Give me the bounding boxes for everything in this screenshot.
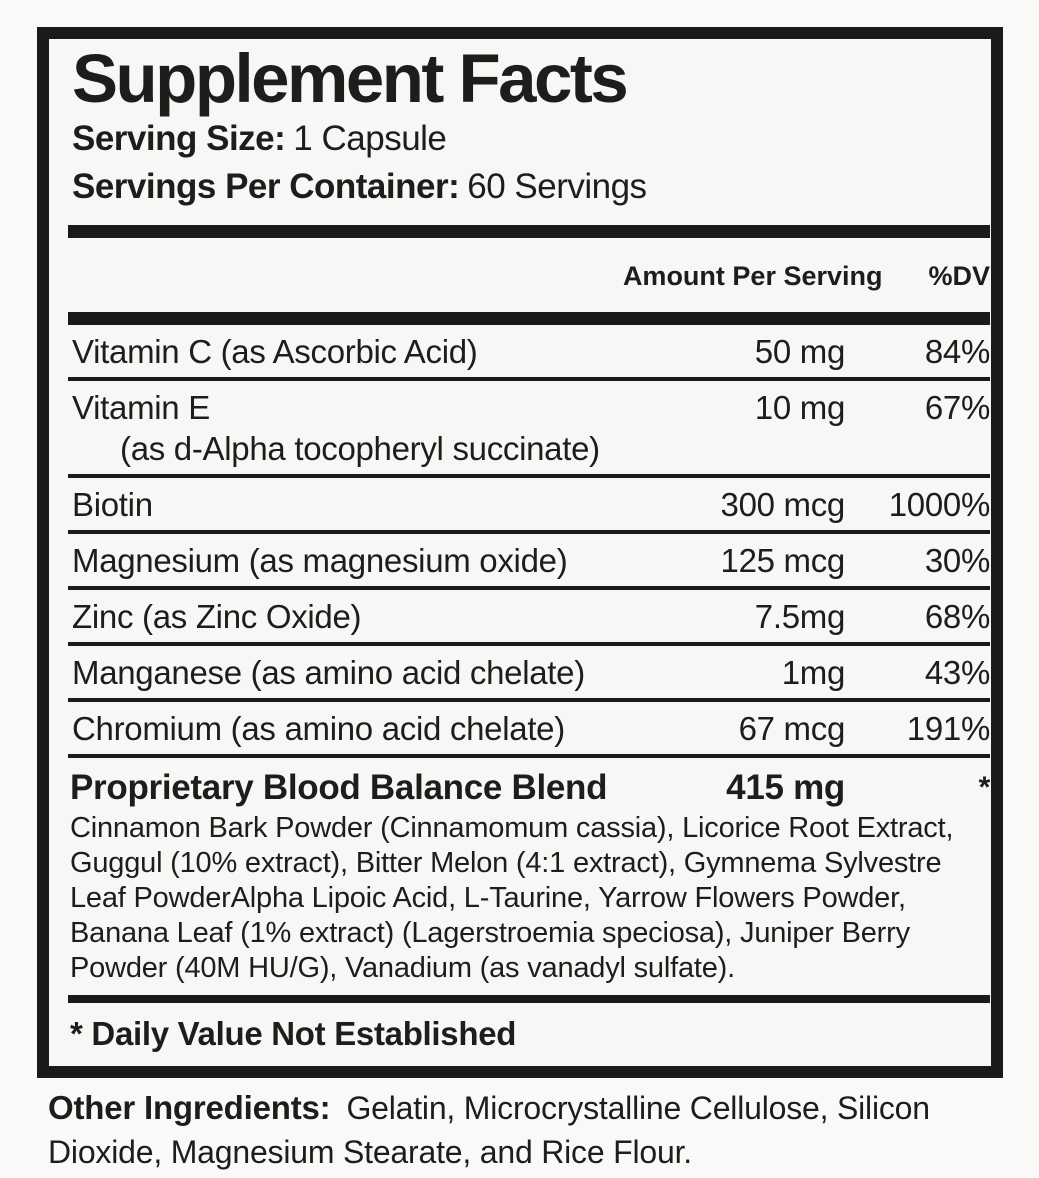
nutrient-amount: 10 mg <box>754 389 846 426</box>
nutrient-row: Zinc (as Zinc Oxide) 7.5mg 68% <box>68 590 990 646</box>
separator-bar-medium <box>68 995 990 1003</box>
nutrient-dv: 30% <box>924 542 990 579</box>
serving-size-value: 1 Capsule <box>293 119 447 158</box>
nutrient-name: Chromium (as amino acid chelate) <box>72 710 565 747</box>
nutrient-dv: 1000% <box>888 486 991 523</box>
nutrient-amount: 7.5mg <box>754 598 846 635</box>
nutrient-amount: 125 mcg <box>720 542 846 579</box>
supplement-facts-panel: Supplement Facts Serving Size: 1 Capsule … <box>37 27 1003 1078</box>
nutrient-row: Manganese (as amino acid chelate) 1mg 43… <box>68 646 990 702</box>
servings-per-container-label: Servings Per Container: <box>72 167 460 206</box>
blend-amount: 415 mg <box>726 768 845 807</box>
nutrient-name: Vitamin C (as Ascorbic Acid) <box>72 333 478 370</box>
nutrient-dv: 67% <box>924 389 990 426</box>
nutrient-dv: 84% <box>924 333 990 370</box>
nutrient-amount: 300 mcg <box>720 486 846 523</box>
nutrient-name-line2: (as d-Alpha tocopheryl succinate) <box>120 430 600 467</box>
nutrient-dv: 68% <box>924 598 990 635</box>
proprietary-blend-row: Proprietary Blood Balance Blend 415 mg * <box>68 758 990 809</box>
servings-per-container-value: 60 Servings <box>467 167 647 206</box>
servings-per-container-line: Servings Per Container: 60 Servings <box>72 163 990 211</box>
nutrient-amount: 1mg <box>781 654 846 691</box>
nutrient-name: Biotin <box>72 486 153 523</box>
blend-description: Cinnamon Bark Powder (Cinnamomum cassia)… <box>70 812 954 984</box>
column-header-amount: Amount Per Serving <box>622 261 883 291</box>
other-ingredients-value: Gelatin, Microcrystalline Cellulose, Sil… <box>48 1090 930 1170</box>
blend-dv-asterisk: * <box>978 771 991 804</box>
serving-size-line: Serving Size: 1 Capsule <box>72 115 990 163</box>
separator-bar-thick <box>68 225 990 238</box>
nutrient-amount: 50 mg <box>754 333 846 370</box>
other-ingredients: Other Ingredients: Gelatin, Microcrystall… <box>48 1086 1000 1174</box>
nutrient-row: Chromium (as amino acid chelate) 67 mcg … <box>68 702 990 758</box>
nutrient-name: Zinc (as Zinc Oxide) <box>72 598 362 635</box>
nutrient-name: Magnesium (as magnesium oxide) <box>72 542 568 579</box>
column-header-dv: %DV <box>928 261 990 291</box>
nutrient-name: Vitamin E <box>72 389 210 426</box>
nutrient-rows: Vitamin C (as Ascorbic Acid) 50 mg 84% V… <box>68 325 990 758</box>
nutrient-dv: 191% <box>906 710 991 747</box>
daily-value-footnote: * Daily Value Not Established <box>70 1015 517 1052</box>
nutrient-row: Vitamin E (as d-Alpha tocopheryl succina… <box>68 381 990 478</box>
nutrient-row: Vitamin C (as Ascorbic Acid) 50 mg 84% <box>68 325 990 381</box>
nutrient-amount: 67 mcg <box>738 710 846 747</box>
serving-size-label: Serving Size: <box>72 119 286 158</box>
blend-name: Proprietary Blood Balance Blend <box>70 768 608 807</box>
column-header-row: Amount Per Serving %DV <box>68 238 990 312</box>
panel-title: Supplement Facts <box>72 40 629 117</box>
other-ingredients-label: Other Ingredients: <box>48 1089 331 1126</box>
separator-bar-thick <box>68 312 990 325</box>
nutrient-dv: 43% <box>924 654 990 691</box>
nutrient-row: Magnesium (as magnesium oxide) 125 mcg 3… <box>68 534 990 590</box>
nutrient-row: Biotin 300 mcg 1000% <box>68 478 990 534</box>
nutrient-name: Manganese (as amino acid chelate) <box>72 654 585 691</box>
